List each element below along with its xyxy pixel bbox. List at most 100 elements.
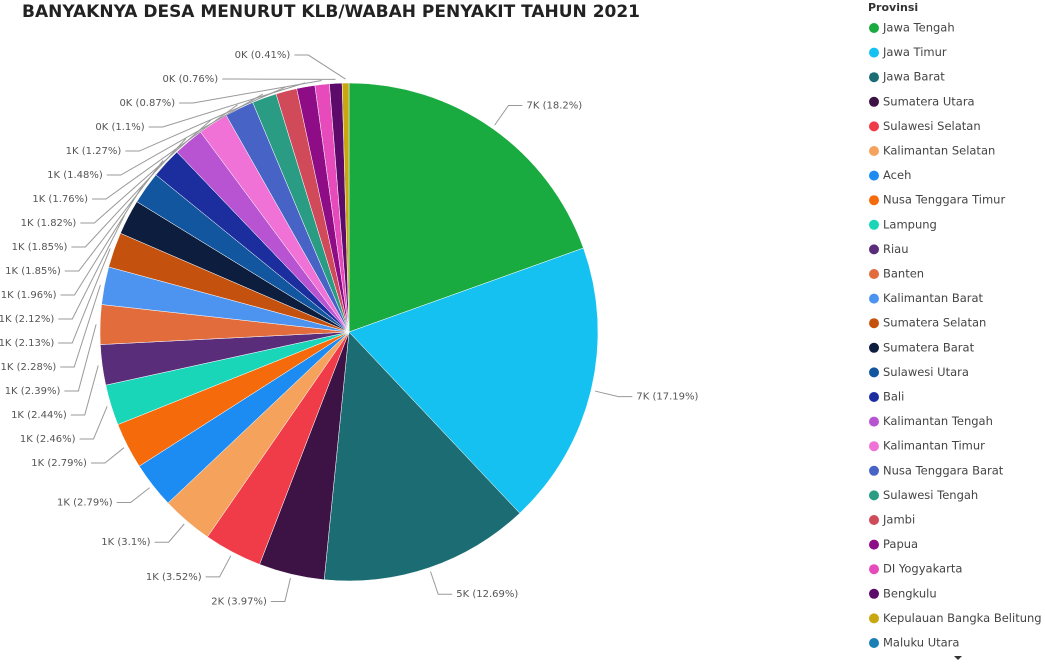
leader-line — [79, 406, 108, 440]
legend-label: Sulawesi Selatan — [883, 119, 981, 133]
legend-label: Papua — [883, 537, 918, 551]
legend-marker — [869, 441, 879, 452]
data-label: 1K (1.85%) — [5, 266, 61, 277]
data-label: 0K (0.76%) — [162, 74, 218, 85]
data-label: 1K (2.39%) — [5, 386, 61, 397]
legend-marker — [869, 465, 879, 476]
legend-marker — [869, 23, 879, 33]
leader-line — [594, 390, 633, 398]
legend-label: Bali — [883, 390, 904, 404]
legend-label: Aceh — [883, 168, 911, 182]
pie-slice — [341, 82, 350, 333]
legend-marker — [869, 96, 879, 107]
legend-marker — [869, 269, 879, 279]
pie-slice — [348, 82, 584, 333]
legend-label: Jawa Tengah — [882, 21, 955, 35]
leader-line — [70, 365, 99, 416]
legend-label: Nusa Tenggara Timur — [883, 193, 1005, 207]
legend-marker — [869, 367, 879, 378]
leader-line — [92, 104, 238, 200]
chart-title: BANYAKNYA DESA MENURUT KLB/WABAH PENYAKI… — [22, 2, 640, 22]
legend-marker — [869, 195, 879, 206]
data-label: 1K (2.13%) — [0, 338, 54, 349]
leader-line — [125, 86, 286, 152]
legend-title: Provinsi — [868, 1, 918, 14]
leader-line — [430, 571, 453, 595]
leader-line — [60, 185, 144, 296]
data-label: 2K (3.97%) — [211, 596, 267, 607]
legend-marker — [869, 638, 879, 648]
legend-label: Banten — [883, 267, 924, 281]
legend-marker — [869, 170, 879, 181]
scroll-arrow[interactable] — [954, 656, 962, 660]
legend-marker — [869, 490, 879, 501]
data-label: 1K (1.96%) — [1, 290, 57, 301]
legend-label: Kalimantan Barat — [883, 291, 984, 305]
legend-label: Maluku Utara — [883, 636, 959, 650]
legend-label: Kalimantan Tengah — [883, 414, 993, 428]
data-label: 1K (2.28%) — [1, 362, 57, 373]
legend-label: Sumatera Utara — [883, 94, 975, 108]
legend-label: Kepulauan Bangka Belitung — [883, 611, 1042, 625]
leader-line — [179, 79, 322, 104]
legend-marker — [869, 564, 879, 575]
leader-line — [116, 487, 150, 503]
data-label: 0K (0.41%) — [235, 50, 291, 61]
data-label: 1K (3.52%) — [146, 572, 202, 583]
legend-marker — [869, 219, 879, 230]
leader-line — [60, 284, 101, 368]
legend-label: Jawa Barat — [882, 70, 945, 84]
legend-label: Sulawesi Utara — [883, 365, 969, 379]
data-label: 1K (1.85%) — [12, 242, 68, 253]
data-label: 1K (2.79%) — [57, 497, 113, 508]
legend-label: Sumatera Barat — [883, 340, 975, 354]
data-label: 1K (1.48%) — [47, 170, 103, 181]
legend-marker — [869, 539, 879, 550]
legend-label: Jawa Timur — [882, 45, 947, 59]
data-label: 1K (2.44%) — [11, 410, 67, 421]
data-label: 7K (17.19%) — [636, 392, 698, 403]
leader-line — [494, 105, 523, 126]
legend-label: Nusa Tenggara Barat — [883, 463, 1004, 477]
leader-line — [90, 447, 125, 464]
leader-line — [80, 119, 212, 224]
legend-marker — [869, 121, 879, 132]
leader-line — [58, 215, 125, 320]
legend-marker — [869, 47, 879, 58]
leader-line — [64, 160, 164, 272]
leader-line — [205, 555, 232, 578]
legend-label: Kalimantan Timur — [883, 439, 985, 453]
leader-line — [106, 93, 264, 176]
data-label: 1K (1.27%) — [66, 146, 122, 157]
legend-label: Bengkulu — [883, 586, 937, 600]
data-label: 5K (12.69%) — [456, 589, 518, 600]
data-label: 0K (1.1%) — [95, 122, 144, 133]
data-label: 1K (2.46%) — [20, 434, 76, 445]
pie-slice — [348, 247, 599, 514]
legend-marker — [869, 515, 879, 525]
data-label: 0K (0.87%) — [119, 98, 175, 109]
data-label: 1K (1.82%) — [21, 218, 77, 229]
leader-line — [270, 578, 291, 602]
data-label: 1K (2.79%) — [31, 458, 87, 469]
legend-label: DI Yogyakarta — [883, 562, 962, 576]
legend-marker — [869, 244, 879, 255]
data-label: 1K (2.12%) — [0, 314, 54, 325]
legend-marker — [869, 72, 879, 83]
leader-line — [154, 523, 185, 543]
leader-line — [58, 248, 111, 344]
legend-label: Sulawesi Tengah — [883, 488, 978, 502]
data-label: 1K (3.1%) — [101, 537, 150, 548]
legend-marker — [869, 318, 879, 329]
leader-line — [64, 324, 97, 392]
legend-marker — [869, 416, 879, 427]
legend-marker — [869, 146, 879, 156]
legend-marker — [869, 613, 879, 624]
legend-label: Riau — [883, 242, 909, 256]
legend-label: Jambi — [882, 513, 915, 527]
legend-marker — [869, 293, 879, 304]
leader-line — [71, 138, 187, 248]
legend-label: Kalimantan Selatan — [883, 144, 995, 158]
legend-marker — [869, 588, 879, 599]
